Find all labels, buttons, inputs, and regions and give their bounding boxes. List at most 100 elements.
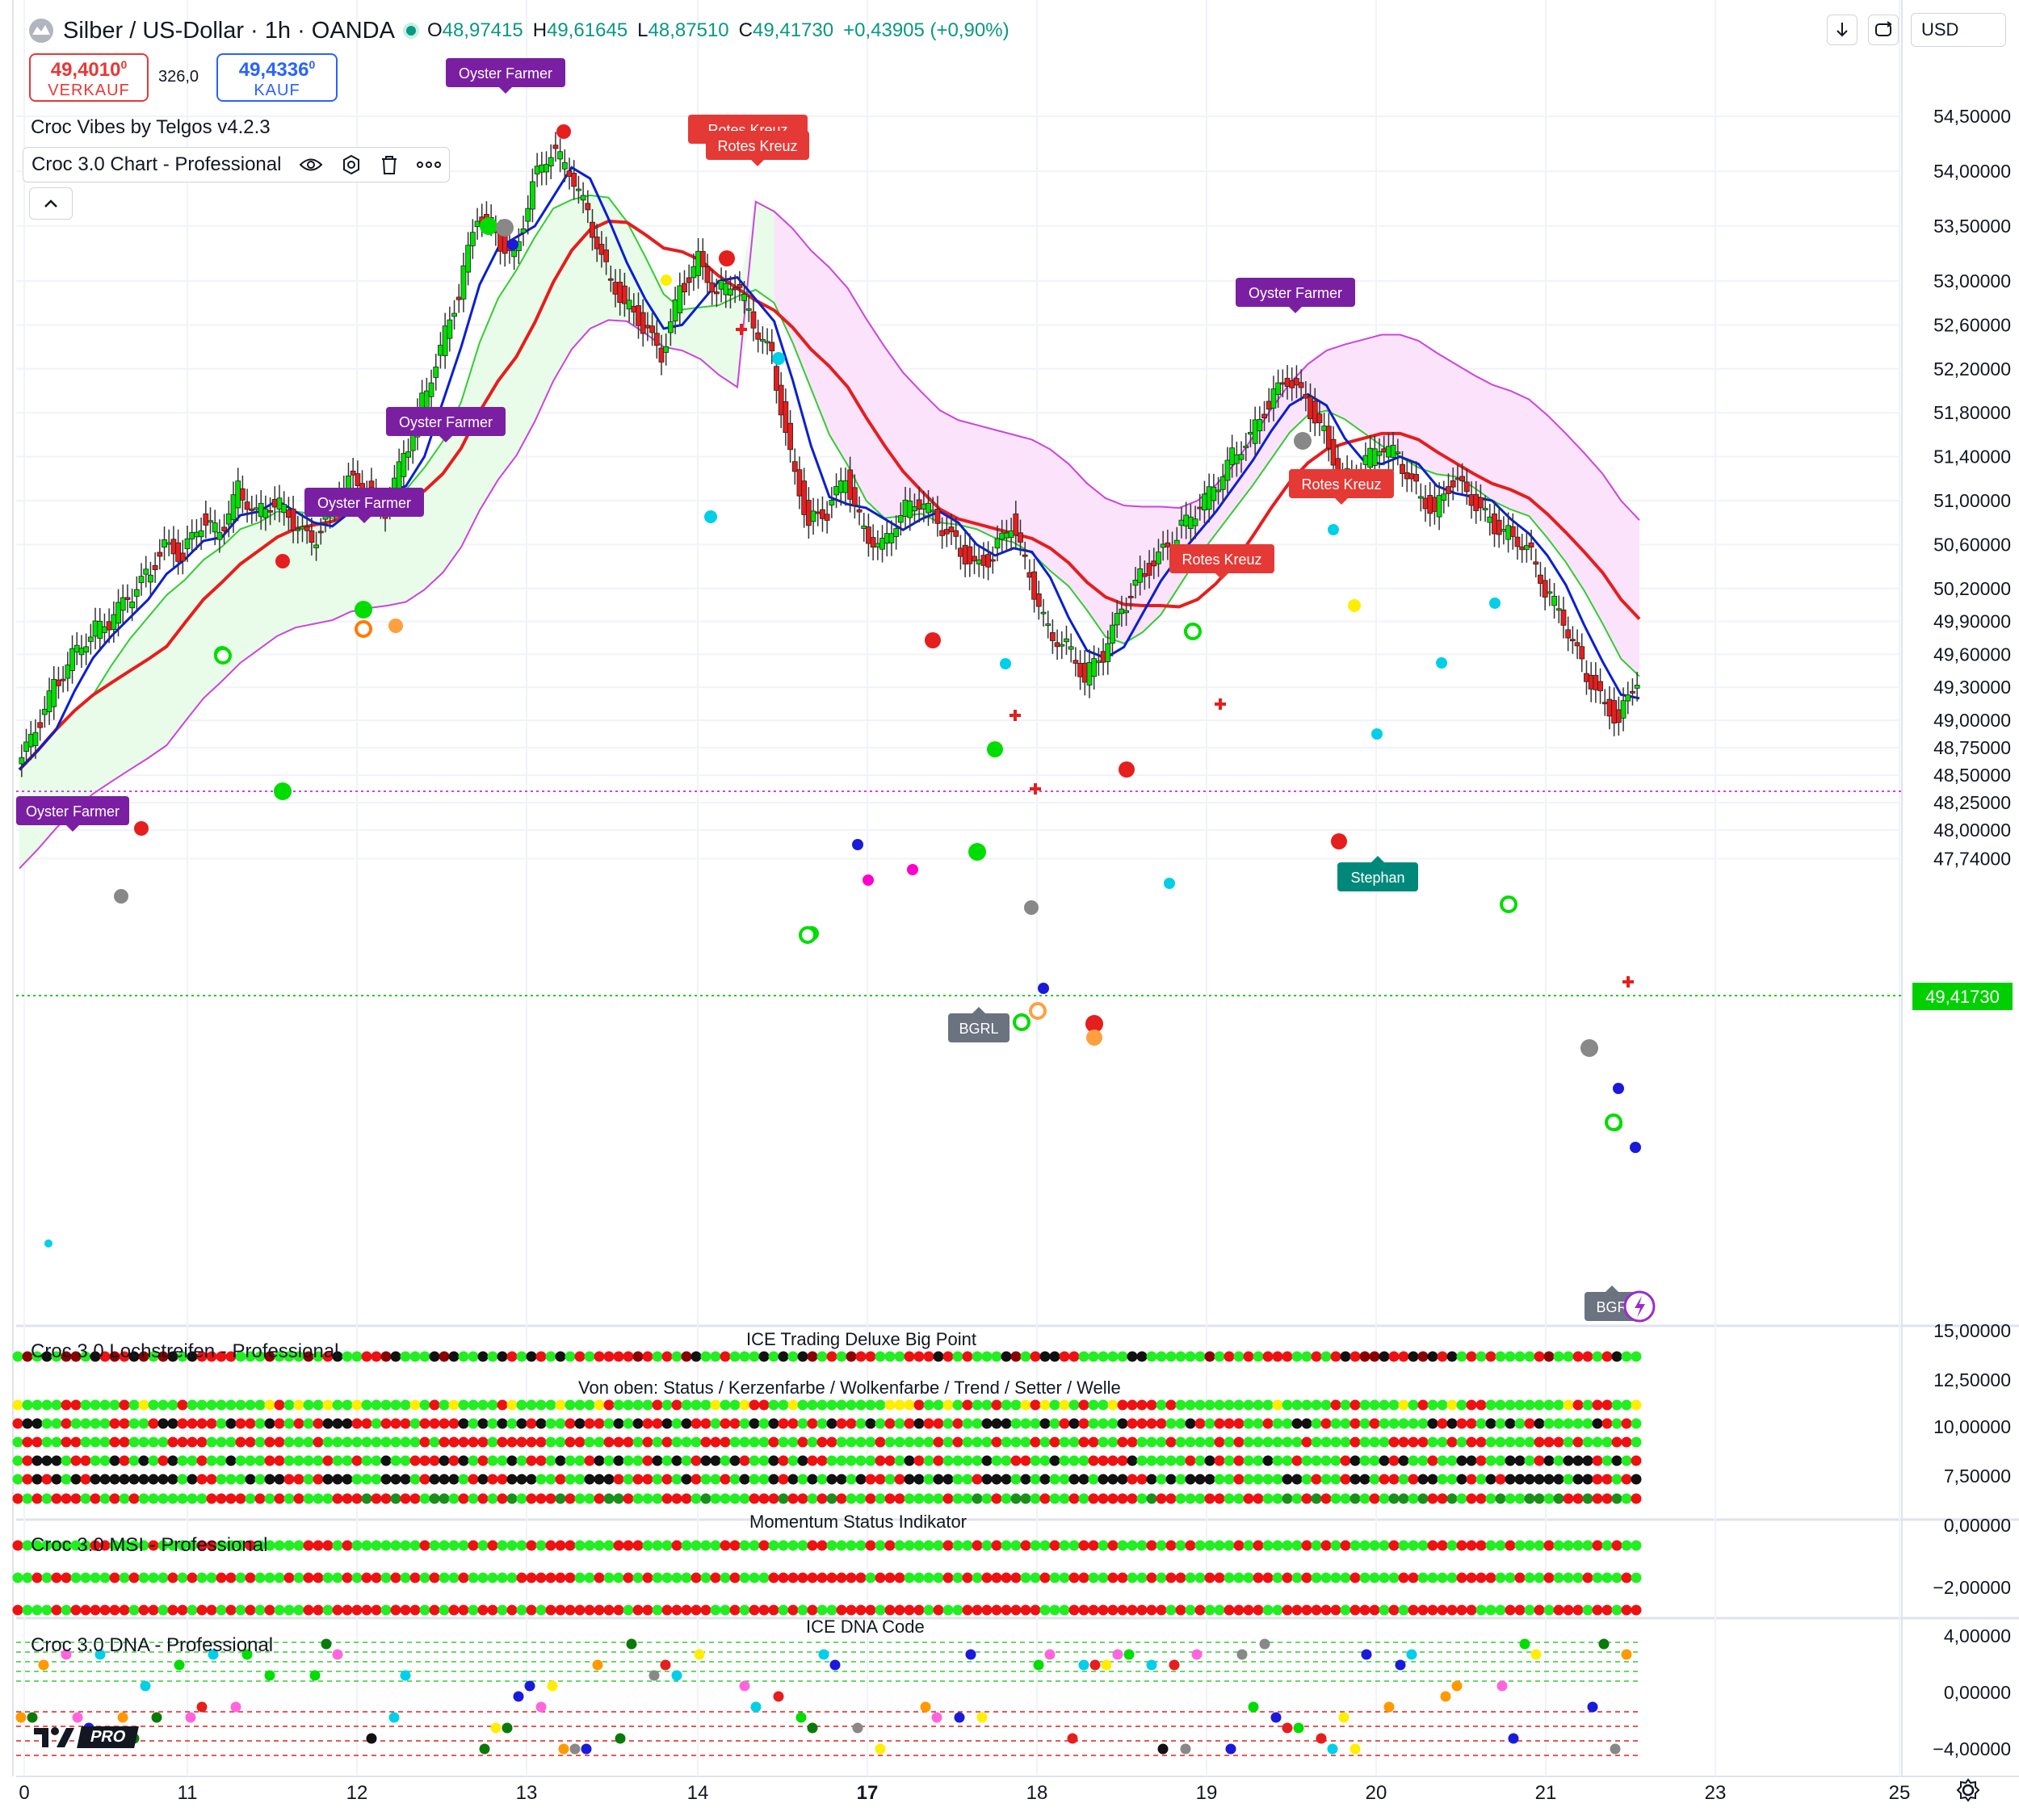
status-dot [1398,1474,1409,1485]
candle-body [138,576,145,583]
red-cross-icon [736,324,747,335]
status-dot [826,1572,837,1583]
status-dot [865,1474,876,1485]
status-dot [904,1493,915,1504]
status-dot [1456,1351,1467,1362]
status-dot [1417,1493,1429,1504]
status-dot [962,1399,973,1411]
status-dot [1534,1604,1545,1616]
oyster-farmer-label-box [16,796,129,825]
candle-body [428,382,434,397]
refresh-icon[interactable] [1868,15,1899,45]
candle-body [888,533,895,543]
status-dot [371,1540,382,1551]
status-dot [1194,1455,1206,1466]
download-arrow-icon[interactable] [1827,15,1857,45]
status-dot [1020,1540,1031,1551]
sell-button[interactable]: 49,40100 VERKAUF [29,53,149,102]
currency-selector[interactable]: USD [1911,13,2006,47]
signal-dot [968,843,986,861]
status-dot [1030,1436,1041,1448]
candle-body [65,665,71,679]
status-dot [875,1455,886,1466]
status-dot [584,1436,595,1448]
status-dot [283,1493,295,1504]
status-dot [1185,1436,1196,1448]
status-dot [1379,1604,1390,1616]
pane1-label[interactable]: Croc 3.0 Lochstreifen - Professional [31,1340,339,1362]
status-dot [1030,1572,1041,1583]
status-dot [1582,1399,1593,1411]
symbol-title[interactable]: Silber / US-Dollar · 1h · OANDA [63,17,395,44]
buy-button[interactable]: 49,43360 KAUF [216,53,338,102]
status-dot [1136,1436,1148,1448]
status-dot [991,1572,1002,1583]
status-dot [235,1418,246,1429]
candle-body [741,293,747,301]
status-dot [729,1436,741,1448]
settings-gear-icon[interactable] [341,154,362,175]
status-dot [264,1418,275,1429]
status-dot [1146,1436,1157,1448]
status-dot [61,1399,72,1411]
candle-body [612,282,619,295]
status-dot [322,1474,334,1485]
status-dot [1098,1399,1109,1411]
indicator-legend-2[interactable]: Croc 3.0 Chart - Professional [23,147,451,182]
status-dot [1611,1399,1622,1411]
status-dot [652,1436,663,1448]
collapse-legend-button[interactable] [29,187,73,220]
status-dot [1437,1455,1448,1466]
more-options-icon[interactable] [417,161,442,168]
status-dot [913,1399,925,1411]
symbol-logo-icon [29,19,53,43]
signal-dot [275,554,290,568]
status-dot [652,1604,663,1616]
status-dot [1039,1572,1051,1583]
status-dot [1136,1493,1148,1504]
status-dot [778,1604,789,1616]
status-dot [177,1399,188,1411]
status-dot [1020,1474,1031,1485]
status-dot [1127,1436,1138,1448]
status-dot [167,1474,178,1485]
dna-dot [569,1743,581,1755]
status-dot [1311,1540,1322,1551]
status-dot [1485,1540,1496,1551]
oyster-farmer-label-pointer [499,87,512,94]
status-dot [797,1604,808,1616]
trash-icon[interactable] [380,154,399,175]
indicator-legend-1[interactable]: Croc Vibes by Telgos v4.2.3 [31,116,271,139]
chart-settings-gear-icon[interactable] [1956,1778,1980,1806]
dna-dot [1316,1733,1327,1744]
candle-body [1519,546,1526,551]
status-dot [80,1604,91,1616]
status-dot [933,1455,944,1466]
status-dot [700,1455,711,1466]
pane3-label[interactable]: Croc 3.0 DNA - Professional [31,1634,274,1656]
status-dot [1524,1418,1535,1429]
status-dot [1475,1399,1487,1411]
status-dot [642,1493,653,1504]
status-dot [1379,1540,1390,1551]
status-dot [1301,1455,1312,1466]
status-dot [826,1399,837,1411]
candle-body [1081,662,1088,683]
status-dot [632,1493,644,1504]
status-dot [1379,1572,1390,1583]
status-dot [1088,1418,1099,1429]
status-dot [70,1399,82,1411]
status-dot [690,1493,702,1504]
status-dot [1466,1399,1477,1411]
status-dot [235,1604,246,1616]
status-dot [235,1399,246,1411]
status-dot [1291,1572,1303,1583]
eye-icon[interactable] [299,156,323,174]
status-dot [972,1572,983,1583]
status-dot [177,1436,188,1448]
status-dot [671,1436,682,1448]
status-dot [1514,1572,1526,1583]
pane2-label[interactable]: Croc 3.0 MSI - Professional [31,1534,268,1556]
status-dot [1262,1474,1274,1485]
